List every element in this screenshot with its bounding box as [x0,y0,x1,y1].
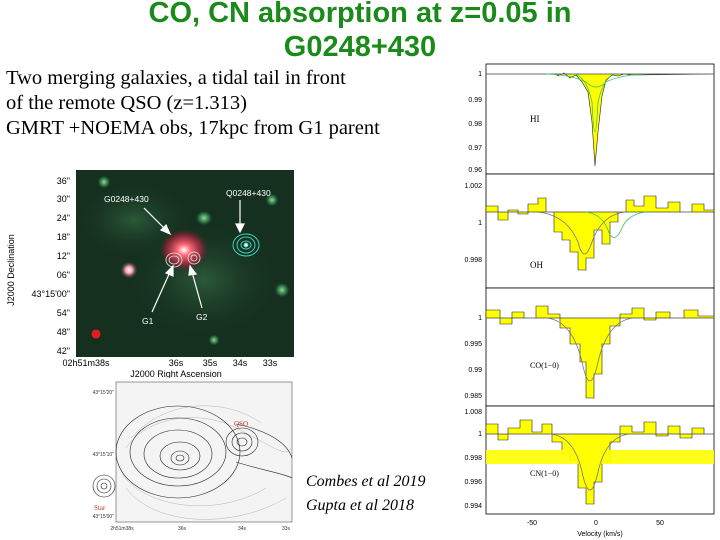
y-tick-label: 1.008 [464,409,482,416]
label-g2: G2 [196,312,208,322]
annotation-arrows [143,200,245,313]
dec-tick-label: 42" [57,346,70,356]
y-tick-label: 1 [478,431,482,438]
figure-annotations: G0248+430 Q0248+430 G1 G2 [104,188,271,326]
contour-map-labels: QSO Star [94,420,248,512]
spectrum-panel-co: CO(1−0) 1 0.995 0.99 0.985 [464,287,715,407]
x-tick-label: 50 [656,520,664,527]
ra-tick-label: 34s [233,358,248,368]
dec-tick-label: 43°15'00" [31,289,70,299]
ra-tick-label: 2h51m38s [110,526,134,532]
ra-tick-label: 02h51m38s [62,358,110,368]
ra-tick-label: 35s [203,358,218,368]
contour-rings-star [92,474,116,498]
y-tick-label: 0.99 [468,97,482,104]
slide-title-line-1: CO, CN absorption at z=0.05 in [148,0,572,29]
contours-g1 [165,251,201,268]
optical-image-figure: J2000 Declination 36" 30" 24" 18" 12" 06… [6,170,294,378]
y-tick-label: 0.96 [468,167,482,174]
y-tick-label: 0.996 [464,479,482,486]
dec-tick-label: 54" [57,308,70,318]
galaxy-g1-glow [158,228,210,272]
dec-tick-label: 43°15'10" [93,452,115,458]
y-tick-label: 0.985 [464,393,482,400]
y-tick-label: 0.998 [464,455,482,462]
citation-gupta: Gupta et al 2018 [306,497,414,514]
y-tick-label: 0.995 [464,341,482,348]
y-tick-label: 0.99 [468,367,482,374]
dec-axis-title: J2000 Declination [6,234,16,306]
x-axis-title: Velocity (km/s) [577,531,623,538]
ra-tick-label: 34s [238,526,247,532]
contour-map-frame [115,381,293,523]
dec-tick-label: 43°15'00" [93,514,115,520]
y-tick-label: 0.97 [468,145,482,152]
slide-title-line-2: G0248+430 [283,31,437,63]
dec-tick-label: 06" [57,270,70,280]
contour-rings-main [115,405,241,499]
y-tick-label: 0.998 [464,257,482,264]
absorption-spectra-figure: HI 1 0.99 0.98 0.97 0.96 OH 1.002 1 0.99… [464,63,715,538]
y-tick-label: 1 [478,315,482,322]
spectrum-panel-cn: CN(1−0) 1.008 1 0.998 0.996 0.994 [464,405,715,515]
spectrum-label-oh: OH [530,260,543,270]
description-line-2: of the remote QSO (z=1.313) [6,92,247,114]
contour-rings-qso [225,423,293,479]
x-tick-label: 0 [594,520,598,527]
ra-tick-label: 36s [178,526,187,532]
dec-tick-label: 24" [57,213,70,223]
dec-tick-label: 36" [57,176,70,186]
ra-tick-label: 33s [263,358,278,368]
optical-image-panel: G0248+430 Q0248+430 G1 G2 [74,170,294,357]
slide-description: Two merging galaxies, a tidal tail in fr… [6,66,380,141]
velocity-axis: -50 0 50 Velocity (km/s) [527,520,664,538]
dec-tick-label: 48" [57,327,70,337]
label-qso: Q0248+430 [226,188,271,198]
contours-qso [232,233,260,257]
citations: Combes et al 2019 Gupta et al 2018 [306,470,426,518]
description-line-3: GMRT +NOEMA obs, 17kpc from G1 parent [6,117,380,139]
y-tick-label: 0.98 [468,121,482,128]
y-tick-label: 1.002 [464,183,482,190]
dec-tick-label: 30" [57,194,70,204]
spectrum-label-co: CO(1−0) [530,361,559,370]
ra-tick-label: 36s [169,358,184,368]
contour-map-figure: QSO Star 43°15'20" 43°15'10" 43°15'00" 2… [86,378,302,536]
y-tick-label: 1 [478,220,482,227]
ra-tick-label: 33s [282,526,291,532]
slide-title: CO, CN absorption at z=0.05 in G0248+430 [60,0,660,64]
label-g1: G1 [142,316,154,326]
label-qso-contour: QSO [234,420,248,428]
y-tick-label: 0.994 [464,503,482,510]
description-line-1: Two merging galaxies, a tidal tail in fr… [6,67,346,89]
spectrum-label-cn: CN(1−0) [530,469,559,478]
y-tick-label: 1 [478,71,482,78]
optical-axis-labels: J2000 Declination 36" 30" 24" 18" 12" 06… [6,176,278,378]
label-star: Star [94,504,106,512]
x-tick-label: -50 [527,520,537,527]
label-galaxy: G0248+430 [104,194,149,204]
spectrum-panel-oh: OH 1.002 1 0.998 [464,173,715,289]
spectrum-panel-hi: HI 1 0.99 0.98 0.97 0.96 [468,63,715,175]
contour-axis-ticks: 43°15'20" 43°15'10" 43°15'00" 2h51m38s 3… [93,390,291,532]
dec-tick-label: 18" [57,232,70,242]
dec-tick-label: 12" [57,251,70,261]
spectrum-label-hi: HI [530,114,540,124]
ra-axis-title: J2000 Right Ascension [130,369,222,378]
citation-combes: Combes et al 2019 [306,473,426,490]
dec-tick-label: 43°15'20" [93,390,115,396]
red-marker-dot [91,329,101,339]
